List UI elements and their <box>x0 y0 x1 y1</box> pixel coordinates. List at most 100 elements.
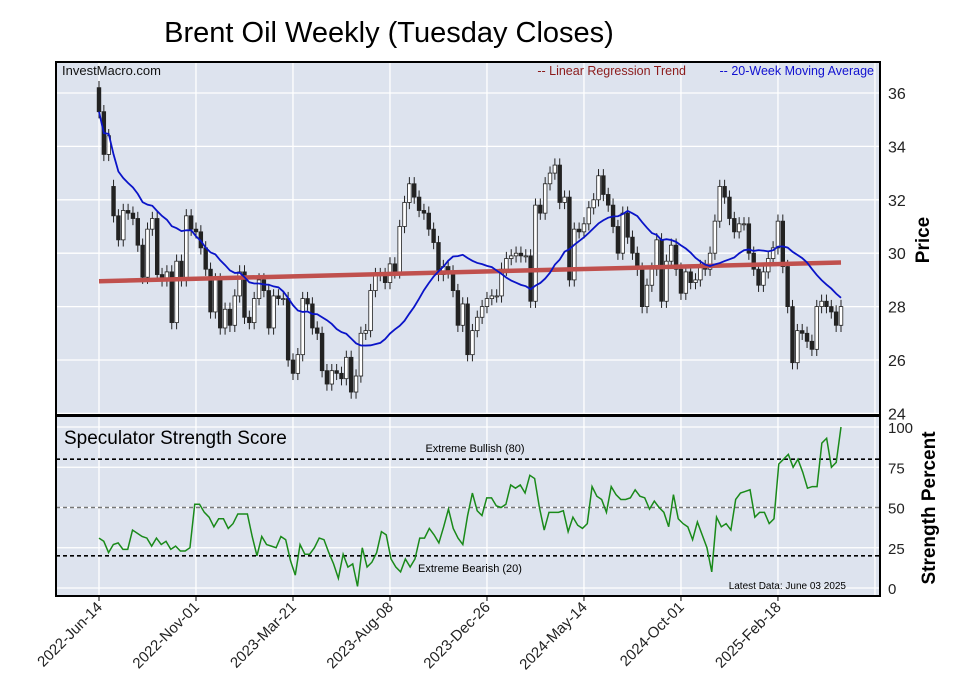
candle-down <box>426 212 431 230</box>
candle-down <box>538 204 543 214</box>
candle-up <box>489 295 495 299</box>
x-axis-ticks: 2022-Jun-14 2022-Nov-01 2023-Mar-21 2023-Au… <box>34 596 785 673</box>
candle-down <box>780 220 786 267</box>
candle-up <box>698 266 703 281</box>
candle-down <box>135 218 140 246</box>
candle-down <box>673 244 679 270</box>
candle-up <box>150 218 155 230</box>
price-tick-label: 34 <box>888 139 906 156</box>
candle-down <box>727 196 732 219</box>
candle-up <box>329 370 334 385</box>
candle-down <box>319 332 325 372</box>
strength-panel <box>56 416 880 596</box>
moving-average-line <box>98 111 842 347</box>
candle-up <box>533 204 538 302</box>
candle-up <box>295 354 301 374</box>
price-tick-label: 32 <box>888 193 906 210</box>
candle-up <box>562 196 567 203</box>
candle-down <box>518 252 524 257</box>
candle-down <box>218 279 223 329</box>
candle-up <box>707 252 713 270</box>
candle-down <box>334 370 339 374</box>
candle-down <box>203 247 208 270</box>
candle-up <box>814 306 819 350</box>
candle-down <box>639 268 645 308</box>
strength-tick-label: 0 <box>888 581 896 598</box>
candle-down <box>601 175 606 195</box>
candle-down <box>732 218 737 233</box>
candle-up <box>368 290 373 332</box>
candle-up <box>523 255 528 258</box>
candle-down <box>833 311 839 326</box>
candle-up <box>693 279 698 283</box>
price-axis-label: Price <box>913 217 934 263</box>
regression-trend-line <box>98 260 842 284</box>
watermark: InvestMacro.com <box>62 63 161 78</box>
candle-down <box>804 332 810 342</box>
price-tick-label: 26 <box>888 353 906 370</box>
candle-down <box>130 212 136 219</box>
candle-down <box>455 290 461 326</box>
candle-up <box>542 183 548 214</box>
candle-down <box>290 359 296 374</box>
candle-down <box>169 271 174 324</box>
x-tick-label: 2023-Aug-08 <box>323 599 396 672</box>
extreme-bearish-label: Extreme Bearish (20) <box>418 563 522 575</box>
candle-down <box>785 266 790 307</box>
candle-up <box>397 226 402 273</box>
trend-lines <box>98 111 842 347</box>
x-tick-label: 2022-Nov-01 <box>129 599 202 672</box>
candle-up <box>513 252 519 257</box>
candle-up <box>494 295 499 298</box>
candle-up <box>300 298 305 356</box>
candle-down <box>324 370 330 385</box>
candle-up <box>795 330 800 364</box>
candle-down <box>567 196 572 281</box>
candlesticks <box>96 80 844 399</box>
y-axis-ticks: 24 26 28 30 32 34 36 0 25 50 75 100 <box>888 86 913 598</box>
candle-up <box>581 223 587 233</box>
candle-down <box>416 196 422 211</box>
strength-tick-label: 25 <box>888 541 905 558</box>
candle-up <box>761 271 766 286</box>
candle-down <box>140 244 145 278</box>
candle-up <box>547 172 553 185</box>
strength-series <box>56 426 880 587</box>
candle-down <box>800 330 805 334</box>
x-tick-label: 2022-Jun-14 <box>34 599 106 671</box>
price-panel <box>56 62 880 415</box>
candle-up <box>741 223 747 226</box>
candle-up <box>184 215 189 281</box>
candle-up <box>232 295 237 326</box>
candle-down <box>751 252 756 270</box>
candle-up <box>402 202 407 227</box>
candle-up <box>504 258 509 270</box>
candle-down <box>829 306 834 313</box>
candle-up <box>353 375 359 393</box>
candle-down <box>557 164 562 203</box>
candle-up <box>121 210 126 241</box>
candle-up <box>271 295 276 329</box>
candle-down <box>824 300 829 308</box>
x-tick-label: 2023-Mar-21 <box>227 599 300 672</box>
candle-up <box>775 220 781 249</box>
candle-up <box>373 274 378 291</box>
x-tick-label: 2023-Dec-26 <box>420 599 493 672</box>
candle-up <box>819 300 824 308</box>
strength-panel-border <box>55 415 881 597</box>
price-tick-label: 36 <box>888 86 906 103</box>
candle-down <box>528 255 533 302</box>
candle-up <box>770 247 776 259</box>
candle-down <box>722 186 727 198</box>
candle-up <box>145 228 150 278</box>
candle-down <box>756 268 761 286</box>
candle-up <box>552 164 558 174</box>
candle-down <box>96 87 102 113</box>
strength-tick-label: 50 <box>888 501 905 518</box>
legend-regression: -- Linear Regression Trend <box>537 64 686 78</box>
extreme-bullish-label: Extreme Bullish (80) <box>425 443 524 455</box>
candle-down <box>606 194 611 206</box>
candle-down <box>465 303 470 356</box>
candle-up <box>669 244 674 262</box>
